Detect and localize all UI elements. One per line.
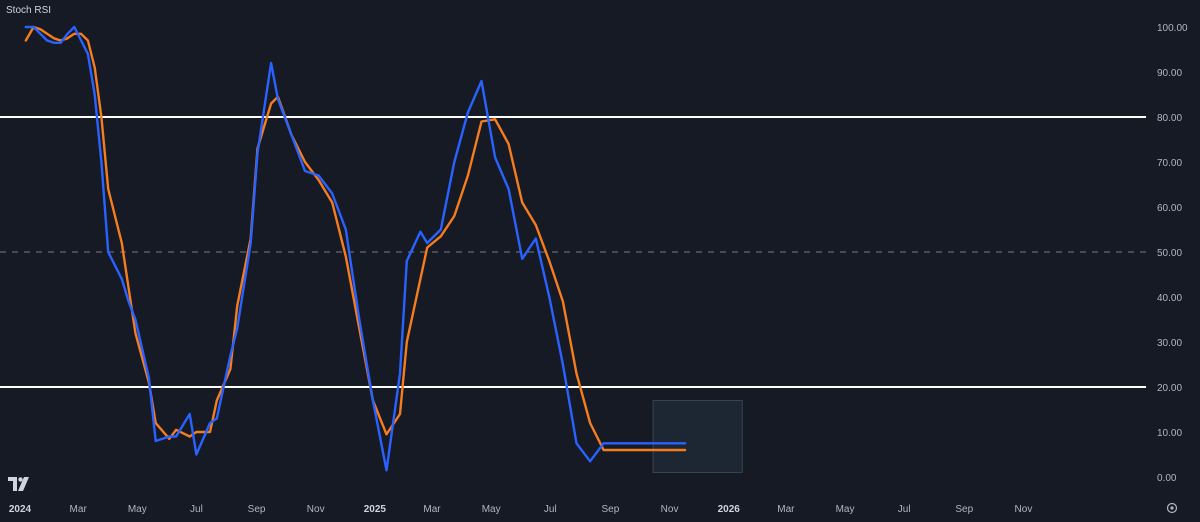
band-lines <box>0 116 1146 388</box>
x-tick-label: May <box>836 504 855 515</box>
x-tick-label: Jul <box>544 504 557 515</box>
x-tick-label: Mar <box>70 504 88 515</box>
x-tick-label: May <box>482 504 501 515</box>
y-tick-label: 70.00 <box>1157 158 1182 169</box>
series-layer <box>24 25 687 472</box>
x-tick-label: Mar <box>777 504 795 515</box>
y-axis: 100.00 90.00 80.00 70.00 60.00 50.00 40.00 30.0… <box>1157 23 1188 484</box>
y-tick-label: 80.00 <box>1157 113 1182 124</box>
x-axis: 2024 Mar May Jul Sep Nov 2025 Mar May Jul Sep Nov 20… <box>9 504 1032 515</box>
x-tick-label: 2025 <box>364 504 387 515</box>
x-tick-label: Jul <box>190 504 203 515</box>
x-tick-label: Sep <box>248 504 266 515</box>
x-tick-label: Sep <box>955 504 973 515</box>
y-tick-label: 40.00 <box>1157 293 1182 304</box>
y-tick-label: 30.00 <box>1157 338 1182 349</box>
series-k-line <box>24 25 687 472</box>
y-tick-label: 0.00 <box>1157 473 1177 484</box>
x-tick-label: Nov <box>1015 504 1033 515</box>
tradingview-logo-icon[interactable] <box>8 477 32 491</box>
x-tick-label: 2026 <box>718 504 741 515</box>
y-tick-label: 20.00 <box>1157 383 1182 394</box>
x-tick-label: Mar <box>423 504 441 515</box>
x-tick-label: Nov <box>307 504 325 515</box>
x-tick-label: Nov <box>661 504 679 515</box>
x-tick-label: Sep <box>602 504 620 515</box>
highlight-box <box>652 400 743 473</box>
y-tick-label: 100.00 <box>1157 23 1188 34</box>
settings-icon[interactable] <box>1166 502 1178 514</box>
indicator-title: Stoch RSI <box>6 5 52 16</box>
y-tick-label: 10.00 <box>1157 428 1182 439</box>
y-tick-label: 60.00 <box>1157 203 1182 214</box>
x-tick-label: May <box>128 504 147 515</box>
highlight-layer <box>652 400 743 473</box>
y-tick-label: 90.00 <box>1157 68 1182 79</box>
x-tick-label: Jul <box>898 504 911 515</box>
x-tick-label: 2024 <box>9 504 32 515</box>
y-tick-label: 50.00 <box>1157 248 1182 259</box>
